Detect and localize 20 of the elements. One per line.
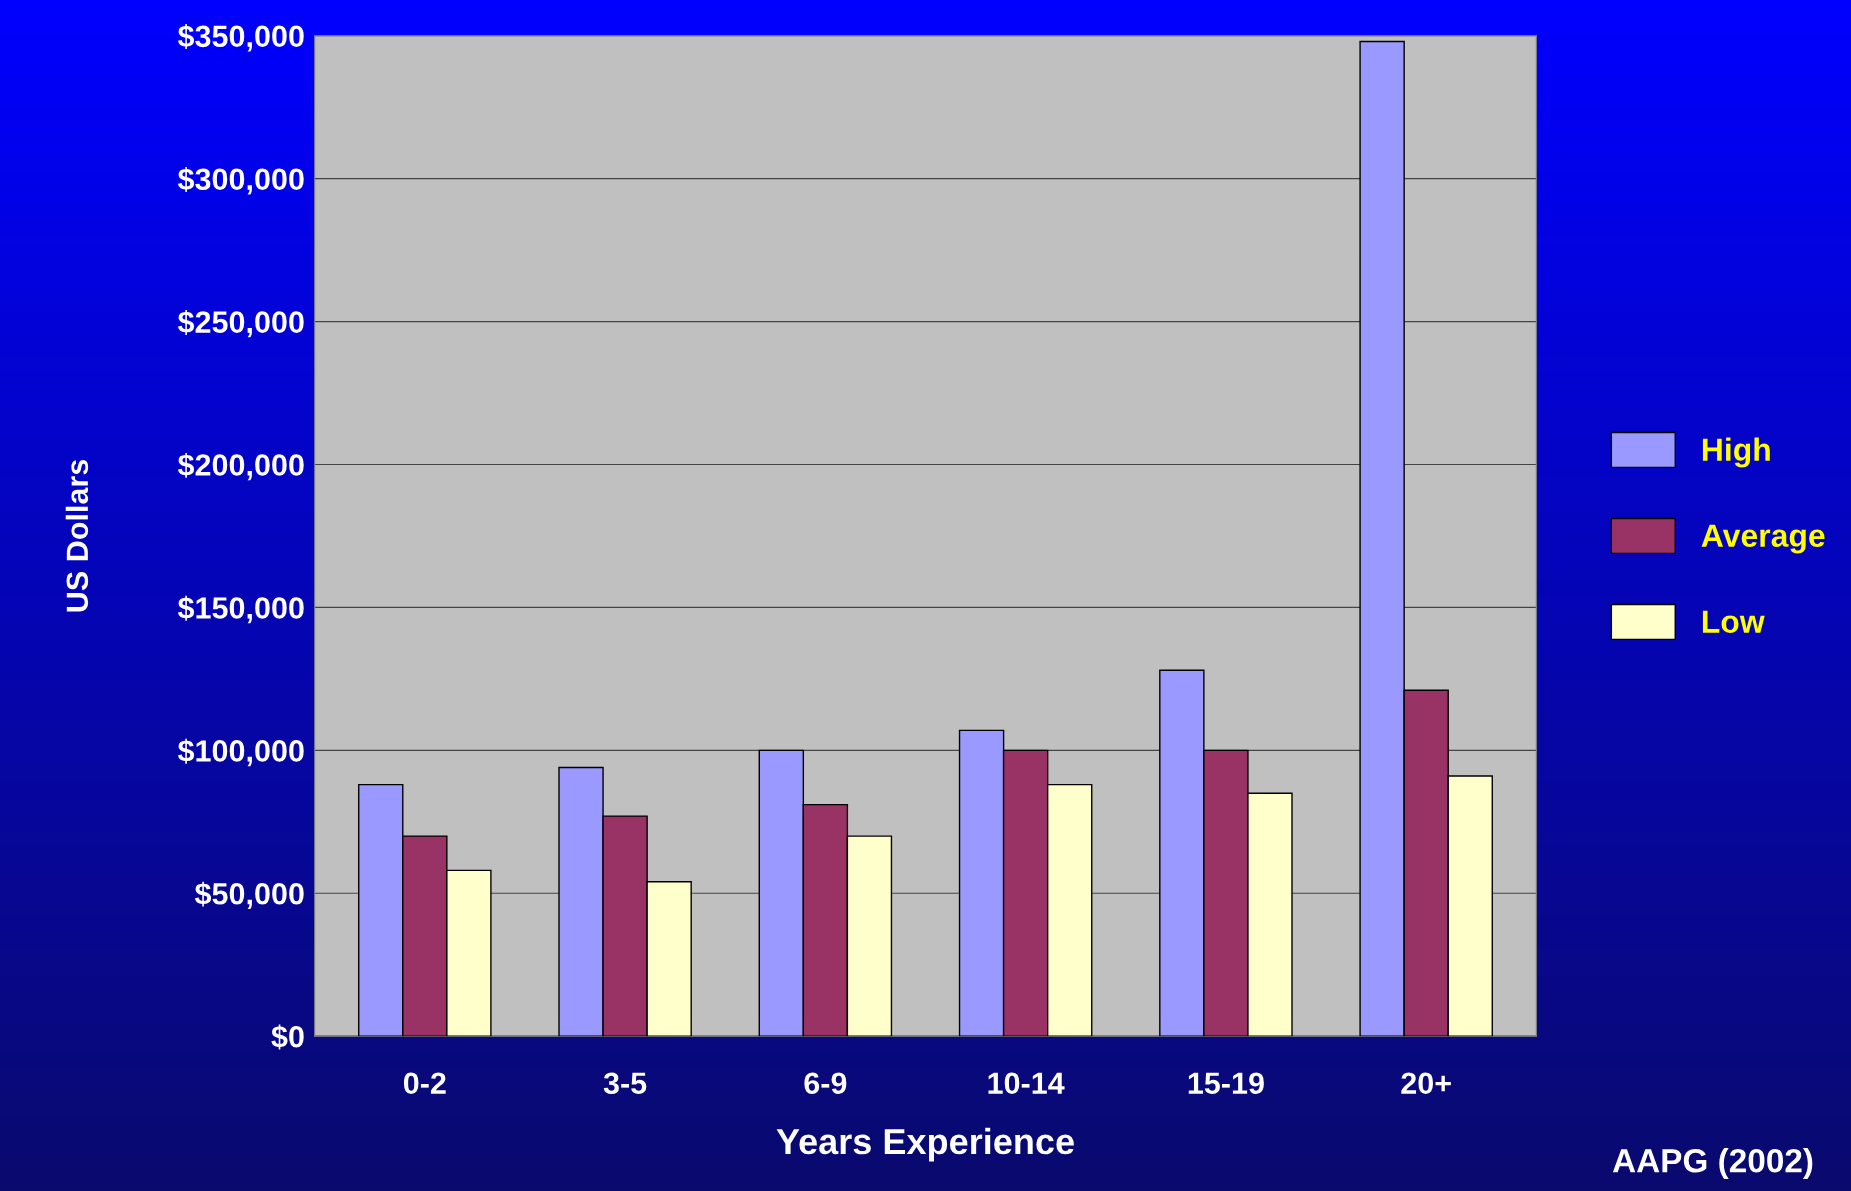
x-tick-label: 15-19: [1188, 1072, 1264, 1095]
y-tick-label: $300,000: [177, 167, 304, 195]
y-tick-label: $350,000: [177, 24, 304, 52]
y-tick-label: $200,000: [177, 452, 304, 481]
y-tick-label: $100,000: [177, 738, 304, 767]
x-axis-title: Years Experience: [776, 1127, 1074, 1162]
y-axis-title: US Dollars: [65, 459, 89, 612]
y-tick-label: $50,000: [194, 881, 304, 910]
x-tick-label: 20+: [1401, 1072, 1451, 1095]
legend-label: Low: [1702, 610, 1765, 633]
x-tick-label: 6-9: [804, 1072, 847, 1095]
text: AAPG (2002): [1612, 1148, 1813, 1180]
x-tick-label: 10-14: [988, 1072, 1065, 1095]
y-tick-label: $150,000: [177, 595, 304, 624]
x-tick-label: 3-5: [603, 1072, 647, 1095]
y-tick-label: $250,000: [177, 309, 304, 338]
legend-label: High: [1702, 437, 1770, 468]
legend-label: Average: [1701, 524, 1825, 554]
y-tick-label: $0: [271, 1024, 304, 1050]
x-tick-label: 0-2: [403, 1072, 446, 1095]
